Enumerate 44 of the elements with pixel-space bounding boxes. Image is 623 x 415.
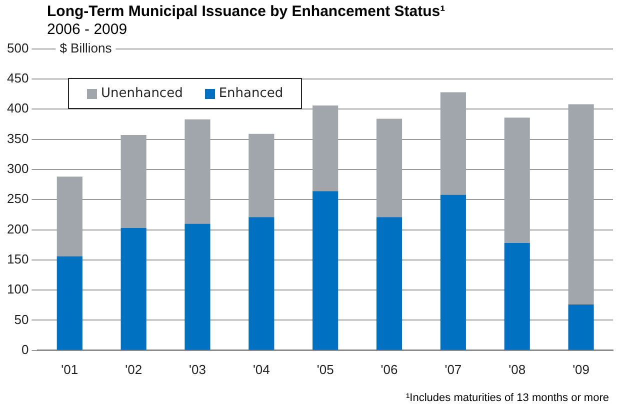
y-tick-label: 300 [6, 161, 29, 176]
text: ¹Includes maturities of 13 months or more [406, 392, 609, 404]
bar [312, 106, 338, 192]
bar [312, 191, 338, 350]
bar [120, 135, 146, 228]
y-tick-label: 150 [6, 252, 29, 266]
y-tick-label: 400 [6, 100, 29, 116]
bar [440, 92, 466, 195]
bar [120, 228, 146, 350]
x-tick-label: '07 [444, 362, 462, 377]
bar [376, 217, 402, 350]
bar [568, 304, 594, 350]
y-tick-label: 350 [6, 130, 29, 146]
y-tick-label: 100 [6, 282, 29, 297]
bar [504, 118, 530, 244]
y-axis-title: $ Billions [60, 40, 112, 56]
bar [248, 217, 274, 350]
bar [184, 119, 210, 224]
x-tick-label: '05 [316, 362, 334, 377]
x-tick-label: '09 [572, 362, 590, 377]
legend-label: Enhanced [218, 86, 284, 101]
y-tick-label: 500 [6, 40, 29, 56]
y-tick-label: 0 [21, 342, 29, 357]
x-tick-label: '02 [125, 362, 142, 377]
legend-label: Unenhanced [101, 86, 183, 101]
x-tick-label: '06 [380, 362, 398, 377]
chart-title: Long-Term Municipal Issuance by Enhancement Status¹ [47, 3, 446, 20]
chart-subtitle: 2006 - 2009 [47, 21, 128, 38]
bar [184, 224, 210, 350]
y-tick-label: 50 [14, 312, 29, 327]
bar [504, 243, 530, 350]
x-tick-label: '08 [508, 362, 526, 377]
bar [56, 256, 82, 350]
y-tick-label: 200 [6, 221, 29, 236]
y-tick-label: 450 [6, 70, 29, 86]
x-tick-label: '04 [252, 362, 270, 377]
bar [248, 134, 274, 218]
bar [440, 194, 466, 350]
y-tick-label: 250 [6, 191, 29, 206]
bar [376, 118, 402, 218]
x-tick-label: '01 [61, 362, 78, 377]
bar [568, 104, 594, 305]
x-tick-label: '03 [189, 362, 206, 377]
bar [56, 176, 82, 256]
